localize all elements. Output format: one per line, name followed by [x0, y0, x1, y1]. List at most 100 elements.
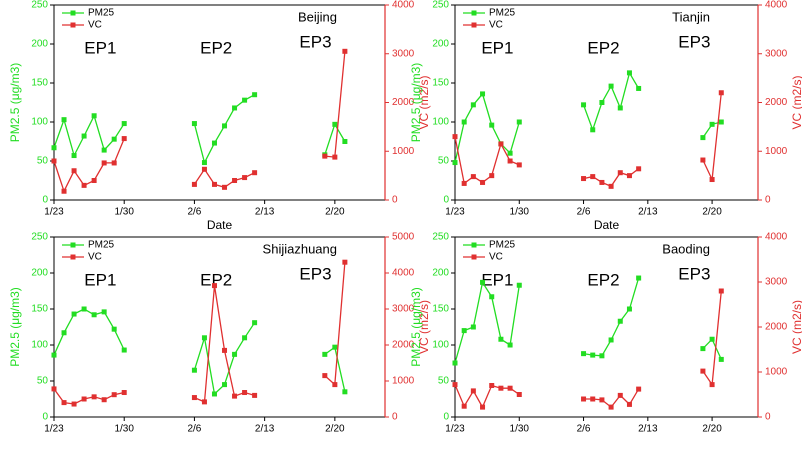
data-point: [498, 385, 504, 391]
legend-label: PM25: [88, 8, 115, 19]
panel-title: Baoding: [662, 241, 710, 256]
y-tick-label: 100: [31, 340, 48, 351]
episode-label: EP1: [481, 270, 513, 289]
y2-tick-label: 2000: [765, 97, 788, 108]
data-point: [608, 337, 614, 343]
y-tick-label: 250: [31, 232, 48, 243]
data-point: [718, 288, 724, 294]
y-axis-label: PM2.5 (μg/m3): [409, 287, 423, 367]
data-point: [91, 113, 97, 119]
data-point: [322, 373, 328, 379]
data-point: [71, 401, 77, 407]
data-point: [332, 121, 338, 127]
x-tick-label: 2/13: [255, 424, 275, 435]
episode-label: EP2: [200, 38, 232, 57]
data-point: [201, 335, 207, 341]
data-point: [222, 347, 228, 353]
data-point: [480, 91, 486, 97]
data-point: [61, 117, 67, 123]
data-point: [581, 396, 587, 402]
data-point: [201, 160, 207, 166]
data-point: [700, 346, 706, 352]
data-point: [252, 170, 258, 176]
legend-marker: [471, 254, 477, 260]
y-tick-label: 0: [42, 195, 48, 206]
data-point: [581, 176, 587, 182]
data-point: [626, 70, 632, 76]
data-point: [222, 382, 228, 388]
x-tick-label: 2/13: [255, 207, 275, 218]
episode-label: EP3: [678, 264, 710, 283]
data-point: [211, 283, 217, 289]
data-point: [636, 85, 642, 91]
x-axis-label: Date: [594, 218, 620, 232]
data-point: [232, 393, 238, 399]
y2-tick-label: 4000: [392, 0, 415, 11]
data-point: [590, 396, 596, 402]
data-point: [581, 351, 587, 357]
legend-label: VC: [489, 20, 503, 31]
data-point: [452, 160, 458, 166]
data-point: [470, 102, 476, 108]
data-point: [480, 279, 486, 285]
data-point: [709, 382, 715, 388]
x-tick-label: 1/23: [44, 424, 64, 435]
data-point: [718, 90, 724, 96]
data-point: [617, 392, 623, 398]
episode-label: EP1: [84, 38, 116, 57]
series-line: [53, 94, 346, 165]
data-point: [101, 147, 107, 153]
series-line: [454, 92, 722, 188]
data-point: [507, 150, 513, 156]
data-point: [626, 401, 632, 407]
y-tick-label: 150: [432, 304, 449, 315]
data-point: [201, 166, 207, 172]
data-point: [718, 119, 724, 125]
data-point: [191, 121, 197, 127]
legend-label: PM25: [489, 240, 516, 251]
data-point: [191, 395, 197, 401]
data-point: [342, 389, 348, 395]
y-tick-label: 150: [432, 78, 449, 89]
data-point: [452, 360, 458, 366]
data-point: [709, 177, 715, 183]
data-point: [101, 397, 107, 403]
y-tick-label: 50: [438, 156, 450, 167]
data-point: [617, 318, 623, 324]
y2-tick-label: 2000: [392, 97, 415, 108]
data-point: [242, 335, 248, 341]
episode-label: EP3: [678, 32, 710, 51]
data-point: [507, 158, 513, 164]
x-tick-label: 2/6: [187, 207, 201, 218]
y2-tick-label: 1000: [765, 146, 788, 157]
legend-label: PM25: [489, 8, 516, 19]
y-tick-label: 150: [31, 304, 48, 315]
y-tick-label: 0: [42, 412, 48, 423]
data-point: [332, 154, 338, 160]
x-tick-label: 1/23: [44, 207, 64, 218]
y2-tick-label: 1000: [765, 367, 788, 378]
episode-label: EP1: [84, 270, 116, 289]
data-point: [252, 92, 258, 98]
data-point: [242, 97, 248, 103]
data-point: [461, 328, 467, 334]
data-point: [590, 174, 596, 180]
data-point: [211, 391, 217, 397]
data-point: [581, 102, 587, 108]
data-point: [489, 173, 495, 179]
legend-label: PM25: [88, 240, 115, 251]
data-point: [332, 382, 338, 388]
y-tick-label: 100: [432, 117, 449, 128]
data-point: [71, 168, 77, 174]
legend-marker: [70, 254, 76, 260]
y2-tick-label: 1000: [392, 376, 415, 387]
x-tick-label: 1/30: [114, 207, 134, 218]
y2-tick-label: 0: [392, 412, 398, 423]
data-point: [71, 153, 77, 159]
data-point: [111, 136, 117, 142]
legend-marker: [70, 242, 76, 248]
data-point: [81, 133, 87, 139]
y-tick-label: 200: [432, 39, 449, 50]
data-point: [590, 352, 596, 358]
